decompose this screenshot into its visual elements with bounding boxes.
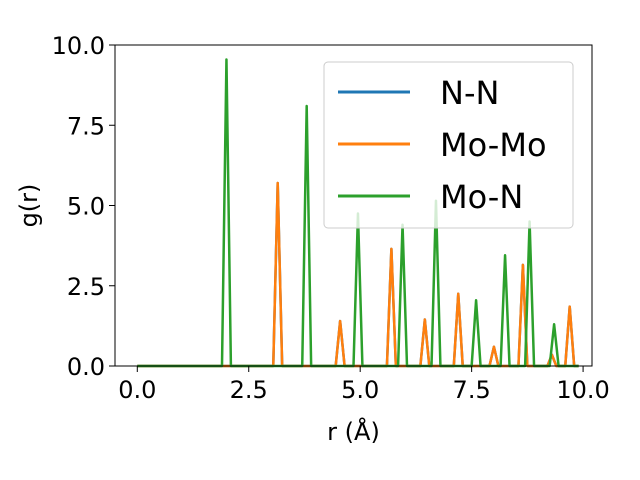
x-tick-label: 10.0 [556,376,609,404]
x-axis-ticks: 0.0 2.5 5.0 7.5 10.0 [118,366,610,404]
y-axis-label: g(r) [15,184,43,228]
y-tick-label: 10.0 [52,32,105,60]
x-tick-label: 7.5 [453,376,491,404]
legend-label: Mo-N [440,178,523,216]
x-tick-label: 5.0 [341,376,379,404]
legend-label: Mo-Mo [440,126,547,164]
y-tick-label: 5.0 [67,193,105,221]
legend-label: N-N [440,74,499,112]
legend: N-N Mo-Mo Mo-N [323,61,574,229]
y-tick-label: 2.5 [67,273,105,301]
x-tick-label: 2.5 [230,376,268,404]
y-tick-label: 7.5 [67,112,105,140]
series-line-1 [137,181,579,368]
x-tick-label: 0.0 [118,376,156,404]
y-axis-ticks: 0.0 2.5 5.0 7.5 10.0 [52,32,115,381]
legend-box [323,61,574,229]
x-axis-label: r (Å) [327,417,380,446]
y-tick-label: 0.0 [67,353,105,381]
